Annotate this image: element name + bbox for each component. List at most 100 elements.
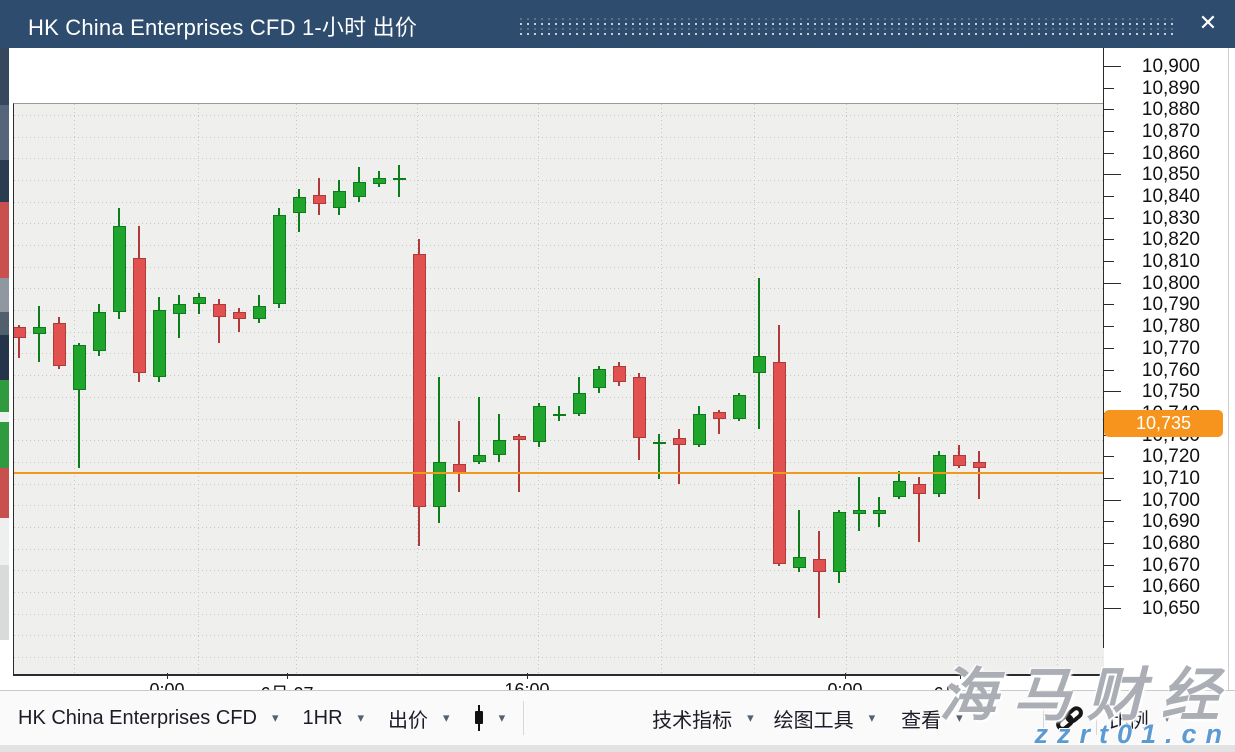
current-price-line bbox=[14, 471, 1104, 474]
price-tick bbox=[1104, 326, 1114, 328]
price-tick bbox=[1104, 369, 1114, 371]
price-axis[interactable]: 10,900 10,890 10,880 10,870 10,860 10,850 10,8… bbox=[1103, 48, 1229, 648]
candle-wick bbox=[498, 414, 500, 462]
candle-body bbox=[873, 509, 886, 514]
chevron-down-icon: ▾ bbox=[747, 710, 754, 725]
horizontal-gridline bbox=[14, 310, 1104, 312]
chart-type-menu[interactable]: ▾ bbox=[474, 705, 505, 731]
price-tick bbox=[1104, 174, 1121, 176]
price-tick bbox=[1104, 261, 1114, 263]
candle-wick bbox=[218, 299, 220, 343]
candle-body bbox=[953, 455, 966, 467]
horizontal-gridline bbox=[14, 505, 1104, 507]
view-menu[interactable]: 查看 ▾ bbox=[901, 704, 963, 733]
background-window-strip bbox=[0, 0, 9, 752]
candle-body bbox=[513, 435, 526, 441]
timeframe-menu[interactable]: 1HR ▾ bbox=[303, 707, 365, 730]
candlestick-plot-area[interactable] bbox=[13, 103, 1104, 676]
instrument-menu[interactable]: HK China Enterprises CFD ▾ bbox=[18, 707, 279, 730]
scale-menu-label: 比例 bbox=[1108, 709, 1149, 732]
indicators-menu[interactable]: 技术指标 ▾ bbox=[652, 704, 754, 733]
price-label: 10,680 bbox=[1141, 532, 1200, 554]
price-label: 10,840 bbox=[1141, 186, 1200, 208]
candle-body bbox=[533, 405, 546, 443]
drag-handle-dots[interactable] bbox=[520, 18, 1178, 38]
candle-wick bbox=[978, 451, 980, 499]
candle-wick bbox=[858, 477, 860, 532]
horizontal-gridline bbox=[14, 288, 1104, 290]
time-tick bbox=[960, 673, 961, 679]
price-label: 10,670 bbox=[1141, 554, 1200, 576]
candle-body bbox=[573, 392, 586, 415]
price-type-menu-label: 出价 bbox=[388, 709, 429, 732]
link-charts-button[interactable] bbox=[1053, 703, 1088, 734]
candle-body bbox=[633, 377, 646, 439]
price-tick bbox=[1104, 586, 1114, 588]
candle-wick bbox=[658, 433, 660, 480]
scale-menu[interactable]: 比例 ▾ bbox=[1109, 704, 1171, 733]
price-label: 10,690 bbox=[1141, 511, 1200, 533]
candle-body bbox=[913, 483, 926, 495]
chart-region: 0:006月 0716:000:006月 08 bbox=[0, 48, 1235, 704]
price-tick bbox=[1104, 608, 1121, 609]
horizontal-gridline bbox=[14, 635, 1104, 637]
candle-wick bbox=[798, 509, 800, 573]
chevron-down-icon: ▾ bbox=[443, 710, 450, 725]
toolbar-divider bbox=[523, 701, 525, 735]
price-tick bbox=[1104, 109, 1114, 111]
timeframe-menu-label: 1HR bbox=[302, 706, 343, 729]
price-label: 10,780 bbox=[1141, 316, 1200, 338]
candle-body bbox=[693, 414, 706, 445]
candle-wick bbox=[178, 294, 180, 339]
candle-wick bbox=[238, 307, 240, 332]
price-label: 10,880 bbox=[1141, 99, 1200, 121]
candle-body bbox=[373, 177, 386, 185]
horizontal-gridline bbox=[14, 223, 1104, 225]
price-tick bbox=[1104, 217, 1114, 219]
price-label: 10,820 bbox=[1141, 229, 1200, 251]
candle-wick bbox=[518, 433, 520, 493]
candle-wick bbox=[78, 342, 80, 469]
candle-wick bbox=[718, 409, 720, 434]
horizontal-gridline bbox=[14, 375, 1104, 377]
vertical-gridline bbox=[198, 104, 199, 674]
candle-body bbox=[93, 312, 106, 352]
price-tick bbox=[1104, 542, 1114, 544]
candle-body bbox=[293, 197, 306, 213]
candle-wick bbox=[18, 325, 20, 358]
view-menu-label: 查看 bbox=[901, 709, 942, 732]
candle-body bbox=[713, 412, 726, 419]
horizontal-gridline bbox=[14, 115, 1104, 116]
candle-body bbox=[413, 253, 426, 508]
price-tick bbox=[1104, 521, 1114, 523]
candle-body bbox=[773, 362, 786, 564]
time-tick bbox=[167, 673, 168, 679]
horizontal-gridline bbox=[14, 353, 1104, 355]
candle-body bbox=[313, 195, 326, 204]
price-label: 10,790 bbox=[1141, 294, 1200, 316]
horizontal-gridline bbox=[14, 461, 1104, 463]
background-window-fragment bbox=[0, 412, 9, 422]
horizontal-gridline bbox=[14, 266, 1104, 268]
horizontal-gridline bbox=[14, 201, 1104, 203]
drawing-tools-menu[interactable]: 绘图工具 ▾ bbox=[774, 704, 876, 733]
price-tick bbox=[1104, 477, 1114, 479]
horizontal-gridline bbox=[14, 591, 1104, 593]
instrument-menu-label: HK China Enterprises CFD bbox=[18, 706, 257, 729]
horizontal-gridline bbox=[14, 570, 1104, 572]
candle-body bbox=[53, 323, 66, 367]
price-tick bbox=[1104, 499, 1121, 501]
current-price-badge: 10,735 bbox=[1104, 410, 1223, 438]
horizontal-gridline bbox=[14, 180, 1104, 182]
background-window-fragment bbox=[0, 422, 9, 468]
candle-body bbox=[113, 225, 126, 313]
candle-body bbox=[493, 440, 506, 456]
price-label: 10,770 bbox=[1141, 337, 1200, 359]
chevron-down-icon: ▾ bbox=[271, 710, 279, 725]
price-type-menu[interactable]: 出价 ▾ bbox=[388, 704, 450, 733]
close-icon[interactable]: ✕ bbox=[1198, 10, 1218, 35]
price-tick bbox=[1104, 152, 1114, 154]
price-label: 10,710 bbox=[1141, 467, 1200, 489]
candle-body bbox=[733, 394, 746, 419]
vertical-gridline bbox=[661, 104, 662, 674]
